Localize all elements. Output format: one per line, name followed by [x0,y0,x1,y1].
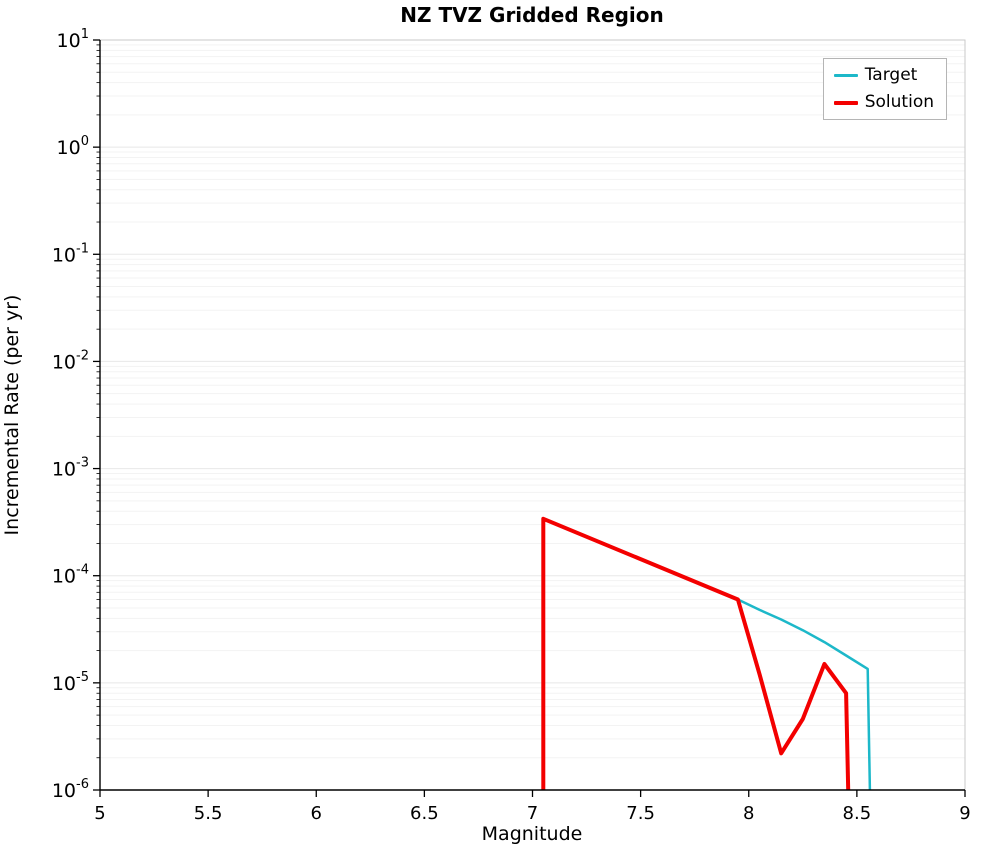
y-tick-label: 100 [57,134,89,159]
legend-swatch-target [833,74,858,77]
x-tick-label: 6 [311,803,322,824]
x-tick-label: 9 [959,803,970,824]
series-line-solution [541,516,851,791]
x-tick-label: 6.5 [410,803,439,824]
series-line-target [542,517,872,791]
y-tick-label: 10-4 [52,563,89,588]
chart-title: NZ TVZ Gridded Region [400,3,664,27]
y-tick-label: 10-2 [52,348,89,373]
legend: Target Solution [822,58,947,120]
legend-item-target: Target [833,65,934,85]
x-tick-label: 5.5 [194,803,223,824]
legend-label-solution: Solution [864,92,934,112]
y-tick-label: 101 [57,27,89,52]
x-tick-label: 7.5 [626,803,655,824]
y-axis-label: Incremental Rate (per yr) [1,295,23,536]
y-tick-label: 10-6 [52,777,89,802]
y-tick-label: 10-1 [52,241,89,266]
x-tick-label: 5 [94,803,105,824]
y-tick-label: 10-5 [52,670,89,695]
x-tick-label: 8 [743,803,754,824]
legend-item-solution: Solution [833,92,934,112]
series-group [541,516,872,791]
legend-swatch-solution [833,100,858,105]
x-tick-label: 7 [527,803,538,824]
legend-label-target: Target [864,65,918,85]
x-tick-label: 8.5 [843,803,872,824]
y-tick-label: 10-3 [52,456,89,481]
x-axis-label: Magnitude [482,823,583,845]
